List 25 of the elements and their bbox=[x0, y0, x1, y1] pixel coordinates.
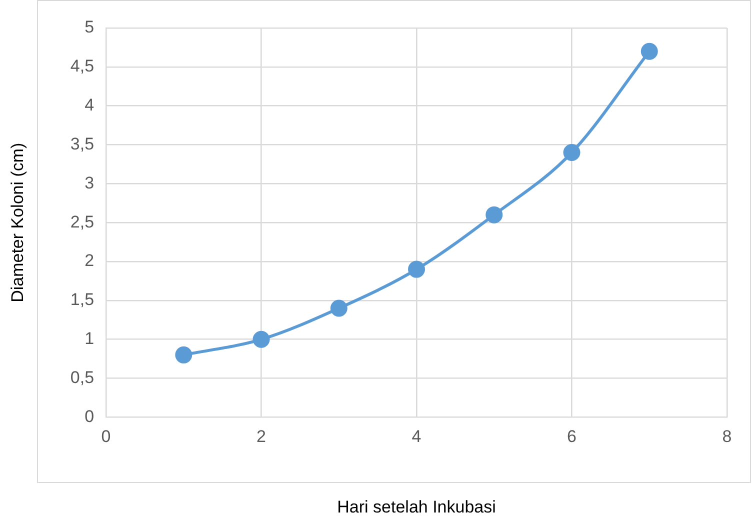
point bbox=[486, 206, 503, 224]
point bbox=[640, 42, 658, 60]
y-tick-label: 1 bbox=[84, 329, 94, 348]
point bbox=[330, 300, 348, 317]
point bbox=[563, 144, 580, 162]
x-tick-label: 0 bbox=[101, 427, 111, 446]
y-tick-label: 4 bbox=[84, 96, 94, 115]
y-tick-label: 3 bbox=[84, 173, 94, 192]
x-tick-label: 8 bbox=[722, 427, 732, 446]
y-tick-label: 5 bbox=[84, 18, 94, 37]
y-tick-label: 0 bbox=[84, 406, 94, 426]
y-tick-label: 3,5 bbox=[70, 134, 94, 154]
y-tick-label: 2 bbox=[84, 251, 94, 270]
y-axis-title: Diameter Koloni (cm) bbox=[8, 142, 27, 302]
y-tick-label: 4,5 bbox=[70, 56, 94, 76]
x-tick-label: 6 bbox=[567, 427, 576, 446]
x-tick-label: 2 bbox=[256, 427, 266, 446]
y-tick-label: 2,5 bbox=[70, 212, 94, 232]
y-tick-label: 0,5 bbox=[70, 368, 94, 387]
point bbox=[175, 346, 192, 364]
x-tick-label: 4 bbox=[412, 427, 422, 446]
point bbox=[408, 260, 426, 278]
y-tick-label: 1,5 bbox=[70, 290, 94, 310]
point bbox=[252, 330, 270, 348]
x-axis-title: Hari setelah Inkubasi bbox=[337, 497, 496, 516]
